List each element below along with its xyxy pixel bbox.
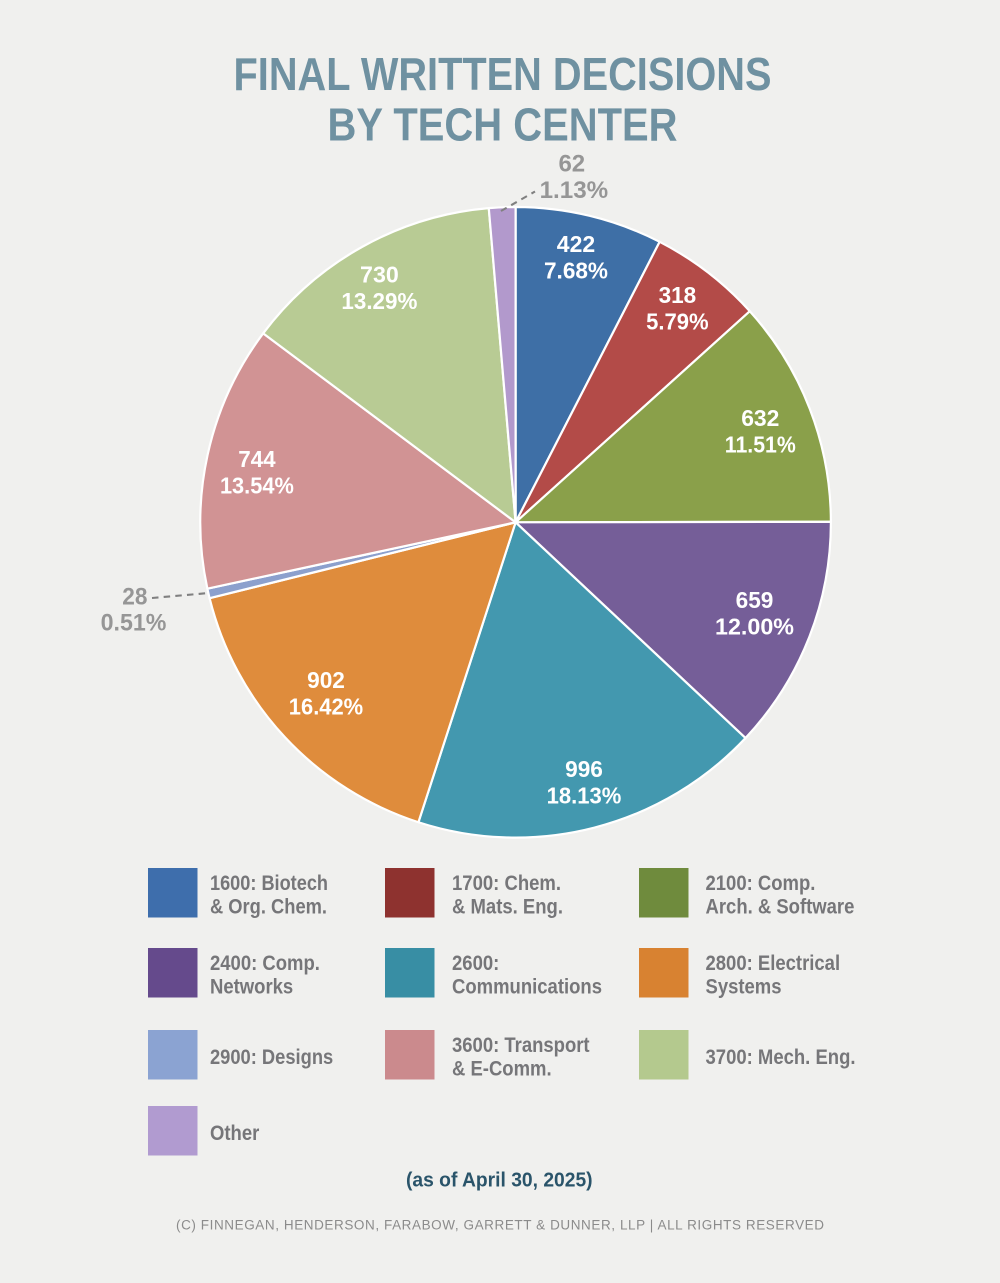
svg-text:632: 632 xyxy=(741,405,779,431)
svg-text:902: 902 xyxy=(307,667,345,693)
svg-text:2100: Comp.: 2100: Comp. xyxy=(706,872,816,895)
svg-text:996: 996 xyxy=(565,756,603,782)
svg-text:Other: Other xyxy=(210,1122,259,1145)
svg-text:13.29%: 13.29% xyxy=(341,288,417,314)
svg-text:62: 62 xyxy=(558,151,585,178)
svg-text:1.13%: 1.13% xyxy=(540,177,609,204)
svg-text:BY TECH CENTER: BY TECH CENTER xyxy=(328,98,678,150)
svg-text:FINAL WRITTEN DECISIONS: FINAL WRITTEN DECISIONS xyxy=(234,48,772,100)
svg-text:422: 422 xyxy=(557,231,595,257)
svg-text:13.54%: 13.54% xyxy=(220,473,294,499)
svg-text:& Mats. Eng.: & Mats. Eng. xyxy=(452,895,563,918)
svg-text:7.68%: 7.68% xyxy=(544,258,608,284)
svg-text:11.51%: 11.51% xyxy=(725,432,796,458)
svg-text:3600: Transport: 3600: Transport xyxy=(452,1034,590,1057)
svg-text:3700: Mech. Eng.: 3700: Mech. Eng. xyxy=(706,1046,856,1069)
svg-text:2400: Comp.: 2400: Comp. xyxy=(210,952,320,975)
svg-text:2600:: 2600: xyxy=(452,952,499,975)
svg-text:Communications: Communications xyxy=(452,975,602,998)
svg-text:& E-Comm.: & E-Comm. xyxy=(452,1057,552,1080)
svg-text:2800: Electrical: 2800: Electrical xyxy=(706,952,841,975)
svg-text:(C) FINNEGAN, HENDERSON, FARAB: (C) FINNEGAN, HENDERSON, FARABOW, GARRET… xyxy=(176,1217,824,1232)
svg-text:1600: Biotech: 1600: Biotech xyxy=(210,872,328,895)
svg-text:659: 659 xyxy=(736,587,774,613)
svg-text:Networks: Networks xyxy=(210,975,293,998)
svg-text:0.51%: 0.51% xyxy=(101,609,167,636)
svg-text:28: 28 xyxy=(122,583,147,610)
svg-text:18.13%: 18.13% xyxy=(547,783,622,809)
svg-text:744: 744 xyxy=(238,446,276,472)
svg-text:Arch. & Software: Arch. & Software xyxy=(706,895,855,918)
svg-text:12.00%: 12.00% xyxy=(715,613,794,639)
svg-text:(as of April 30, 2025): (as of April 30, 2025) xyxy=(406,1169,593,1191)
svg-text:5.79%: 5.79% xyxy=(646,308,709,334)
svg-text:730: 730 xyxy=(360,261,399,287)
svg-text:16.42%: 16.42% xyxy=(289,694,363,720)
svg-text:Systems: Systems xyxy=(706,975,782,998)
svg-text:2900: Designs: 2900: Designs xyxy=(210,1046,333,1069)
svg-text:318: 318 xyxy=(659,282,697,308)
svg-text:& Org. Chem.: & Org. Chem. xyxy=(210,895,327,918)
svg-text:1700: Chem.: 1700: Chem. xyxy=(452,872,561,895)
